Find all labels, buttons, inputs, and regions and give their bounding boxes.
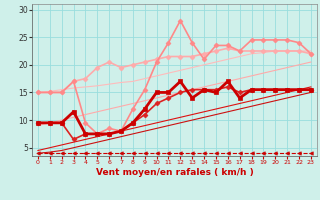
X-axis label: Vent moyen/en rafales ( km/h ): Vent moyen/en rafales ( km/h ) xyxy=(96,168,253,177)
